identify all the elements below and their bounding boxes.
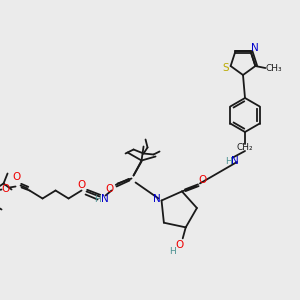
Text: H: H <box>94 195 101 204</box>
Text: S: S <box>222 63 229 73</box>
Text: O: O <box>77 181 86 190</box>
Text: N: N <box>101 194 108 205</box>
Text: O: O <box>2 184 10 194</box>
Text: O: O <box>199 176 207 185</box>
Text: N: N <box>231 156 239 166</box>
Text: H: H <box>169 247 176 256</box>
Text: CH₂: CH₂ <box>237 143 253 152</box>
Text: O: O <box>105 184 114 194</box>
Text: N: N <box>251 44 259 53</box>
Text: H: H <box>226 157 232 166</box>
Text: N: N <box>153 194 160 205</box>
Text: CH₃: CH₃ <box>265 64 282 73</box>
Text: O: O <box>176 240 184 250</box>
Text: O: O <box>12 172 21 182</box>
